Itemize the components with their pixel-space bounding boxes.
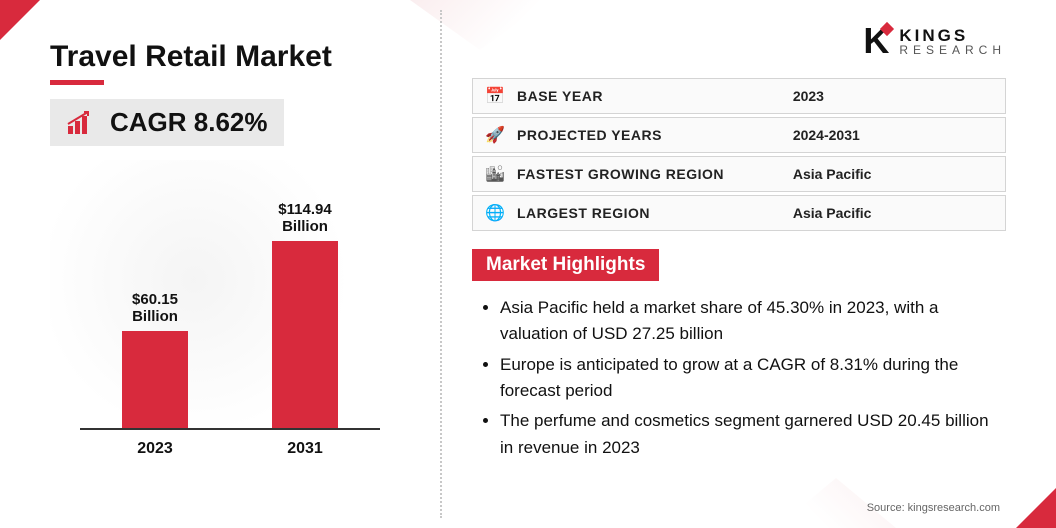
info-row: 🚀PROJECTED YEARS2024-2031	[472, 117, 1006, 153]
info-row-label: PROJECTED YEARS	[517, 127, 793, 143]
info-table: 📅BASE YEAR2023🚀PROJECTED YEARS2024-2031🏙…	[472, 78, 1006, 231]
highlights-heading: Market Highlights	[472, 249, 659, 281]
info-row-value: 2023	[793, 88, 1005, 104]
source-attribution: Source: kingsresearch.com	[867, 502, 1000, 514]
chart-axis	[80, 428, 380, 430]
right-panel: K KINGS RESEARCH 📅BASE YEAR2023🚀PROJECTE…	[442, 0, 1056, 528]
info-row: 🏙FASTEST GROWING REGIONAsia Pacific	[472, 156, 1006, 192]
page-title: Travel Retail Market	[50, 40, 410, 74]
info-row: 🌐LARGEST REGIONAsia Pacific	[472, 195, 1006, 231]
info-row-label: LARGEST REGION	[517, 205, 793, 221]
info-row-value: Asia Pacific	[793, 205, 1005, 221]
info-row: 📅BASE YEAR2023	[472, 78, 1006, 114]
logo-mark: K	[863, 20, 889, 62]
bar	[272, 241, 338, 430]
brand-logo: K KINGS RESEARCH	[863, 20, 1006, 62]
bar-value-label: $60.15Billion	[132, 291, 178, 326]
layout-container: Travel Retail Market CAGR 8.62% $60.15Bi…	[0, 0, 1056, 528]
info-row-value: Asia Pacific	[793, 166, 1005, 182]
x-axis-label: 2031	[265, 440, 345, 458]
highlight-item: Asia Pacific held a market share of 45.3…	[500, 295, 1006, 348]
info-row-value: 2024-2031	[793, 127, 1005, 143]
highlights-list: Asia Pacific held a market share of 45.3…	[472, 295, 1006, 465]
logo-name: KINGS	[899, 27, 1006, 44]
info-row-icon: 🚀	[473, 125, 517, 145]
growth-chart-icon	[66, 110, 96, 136]
info-row-icon: 🌐	[473, 203, 517, 223]
bar-unit: $60.15Billion	[115, 291, 195, 430]
info-row-label: FASTEST GROWING REGION	[517, 166, 793, 182]
cagr-value: CAGR 8.62%	[110, 107, 268, 138]
highlight-item: The perfume and cosmetics segment garner…	[500, 408, 1006, 461]
info-row-icon: 🏙	[473, 164, 517, 184]
title-underline	[50, 80, 104, 85]
bar-unit: $114.94Billion	[265, 201, 345, 430]
info-row-label: BASE YEAR	[517, 88, 793, 104]
bar-chart: $60.15Billion $114.94Billion 2023 2031	[50, 160, 410, 460]
bar	[122, 331, 188, 430]
logo-sub: RESEARCH	[899, 44, 1006, 56]
x-axis-label: 2023	[115, 440, 195, 458]
left-panel: Travel Retail Market CAGR 8.62% $60.15Bi…	[0, 0, 440, 528]
bar-value-label: $114.94Billion	[278, 201, 331, 236]
cagr-badge: CAGR 8.62%	[50, 99, 284, 146]
info-row-icon: 📅	[473, 86, 517, 106]
highlight-item: Europe is anticipated to grow at a CAGR …	[500, 352, 1006, 405]
